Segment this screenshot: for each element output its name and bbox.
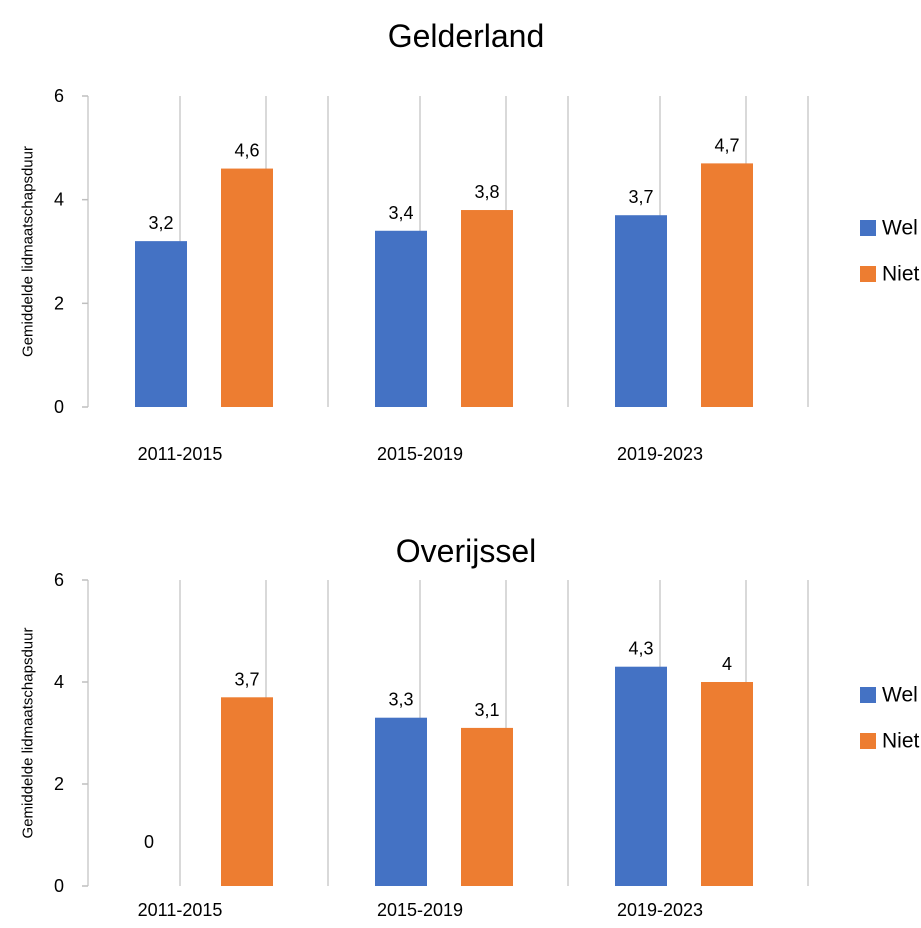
chart-1-data-label: 3,8 xyxy=(474,182,499,202)
chart-1-legend-swatch-niet xyxy=(860,266,876,282)
chart-2-legend-label-wel: Wel xyxy=(882,684,918,707)
chart-2-y-axis-title: Gemiddelde lidmaatschapsduur xyxy=(20,628,37,839)
chart-1-legend-label-wel: Wel xyxy=(882,217,918,240)
chart-1-data-label: 4,7 xyxy=(714,135,739,155)
chart-1-data-label: 3,2 xyxy=(148,213,173,233)
chart-1-data-label: 3,7 xyxy=(628,187,653,207)
chart-2-title: Overijssel xyxy=(396,533,536,569)
chart-2-data-label: 0 xyxy=(144,832,154,852)
chart-2-legend-swatch-wel xyxy=(860,687,876,703)
chart-2-data-label: 3,7 xyxy=(234,669,259,689)
chart-1-bar-wel xyxy=(375,230,427,407)
chart-1-y-tick-label: 2 xyxy=(54,293,64,313)
chart-2-data-label: 4,3 xyxy=(628,639,653,659)
chart-1-y-tick-label: 6 xyxy=(54,86,64,106)
chart-2-y-tick-label: 0 xyxy=(54,876,64,896)
chart-1-y-tick-label: 0 xyxy=(54,397,64,417)
chart-2-bar-wel xyxy=(375,717,427,886)
chart-2-category-label: 2011-2015 xyxy=(138,900,223,920)
chart-1-bar-wel xyxy=(615,215,667,407)
chart-1-y-tick-label: 4 xyxy=(54,190,64,210)
chart-1-legend-label-niet: Niet xyxy=(882,263,920,286)
chart-2-bar-niet xyxy=(461,727,513,886)
chart-1-bar-niet xyxy=(461,210,513,407)
chart-2-y-tick-label: 6 xyxy=(54,570,64,590)
chart-1-category-label: 2011-2015 xyxy=(138,444,223,464)
chart-1-bar-wel xyxy=(135,241,187,407)
chart-2-data-label: 3,1 xyxy=(474,700,499,720)
chart-1-bar-niet xyxy=(701,163,753,407)
chart-2-category-label: 2019-2023 xyxy=(617,900,703,920)
chart-1-legend-swatch-wel xyxy=(860,220,876,236)
chart-2-bar-niet xyxy=(221,697,273,886)
chart-2-data-label: 3,3 xyxy=(388,690,413,710)
chart-2-legend-swatch-niet xyxy=(860,733,876,749)
chart-1-category-label: 2015-2019 xyxy=(377,444,463,464)
chart-2-y-tick-label: 4 xyxy=(54,672,64,692)
chart-2-bar-wel xyxy=(615,666,667,886)
chart-1-category-label: 2019-2023 xyxy=(617,444,703,464)
chart-1-bar-niet xyxy=(221,168,273,407)
chart-1-title: Gelderland xyxy=(388,18,545,54)
chart-1-data-label: 4,6 xyxy=(234,141,259,161)
chart-2-data-label: 4 xyxy=(722,654,732,674)
chart-2-y-tick-label: 2 xyxy=(54,774,64,794)
chart-2-legend-label-niet: Niet xyxy=(882,730,920,753)
chart-1-y-axis-title: Gemiddelde lidmaatschapsduur xyxy=(20,146,37,357)
chart-2-category-label: 2015-2019 xyxy=(377,900,463,920)
chart-2-bar-niet xyxy=(701,682,753,886)
chart-1-data-label: 3,4 xyxy=(388,203,413,223)
